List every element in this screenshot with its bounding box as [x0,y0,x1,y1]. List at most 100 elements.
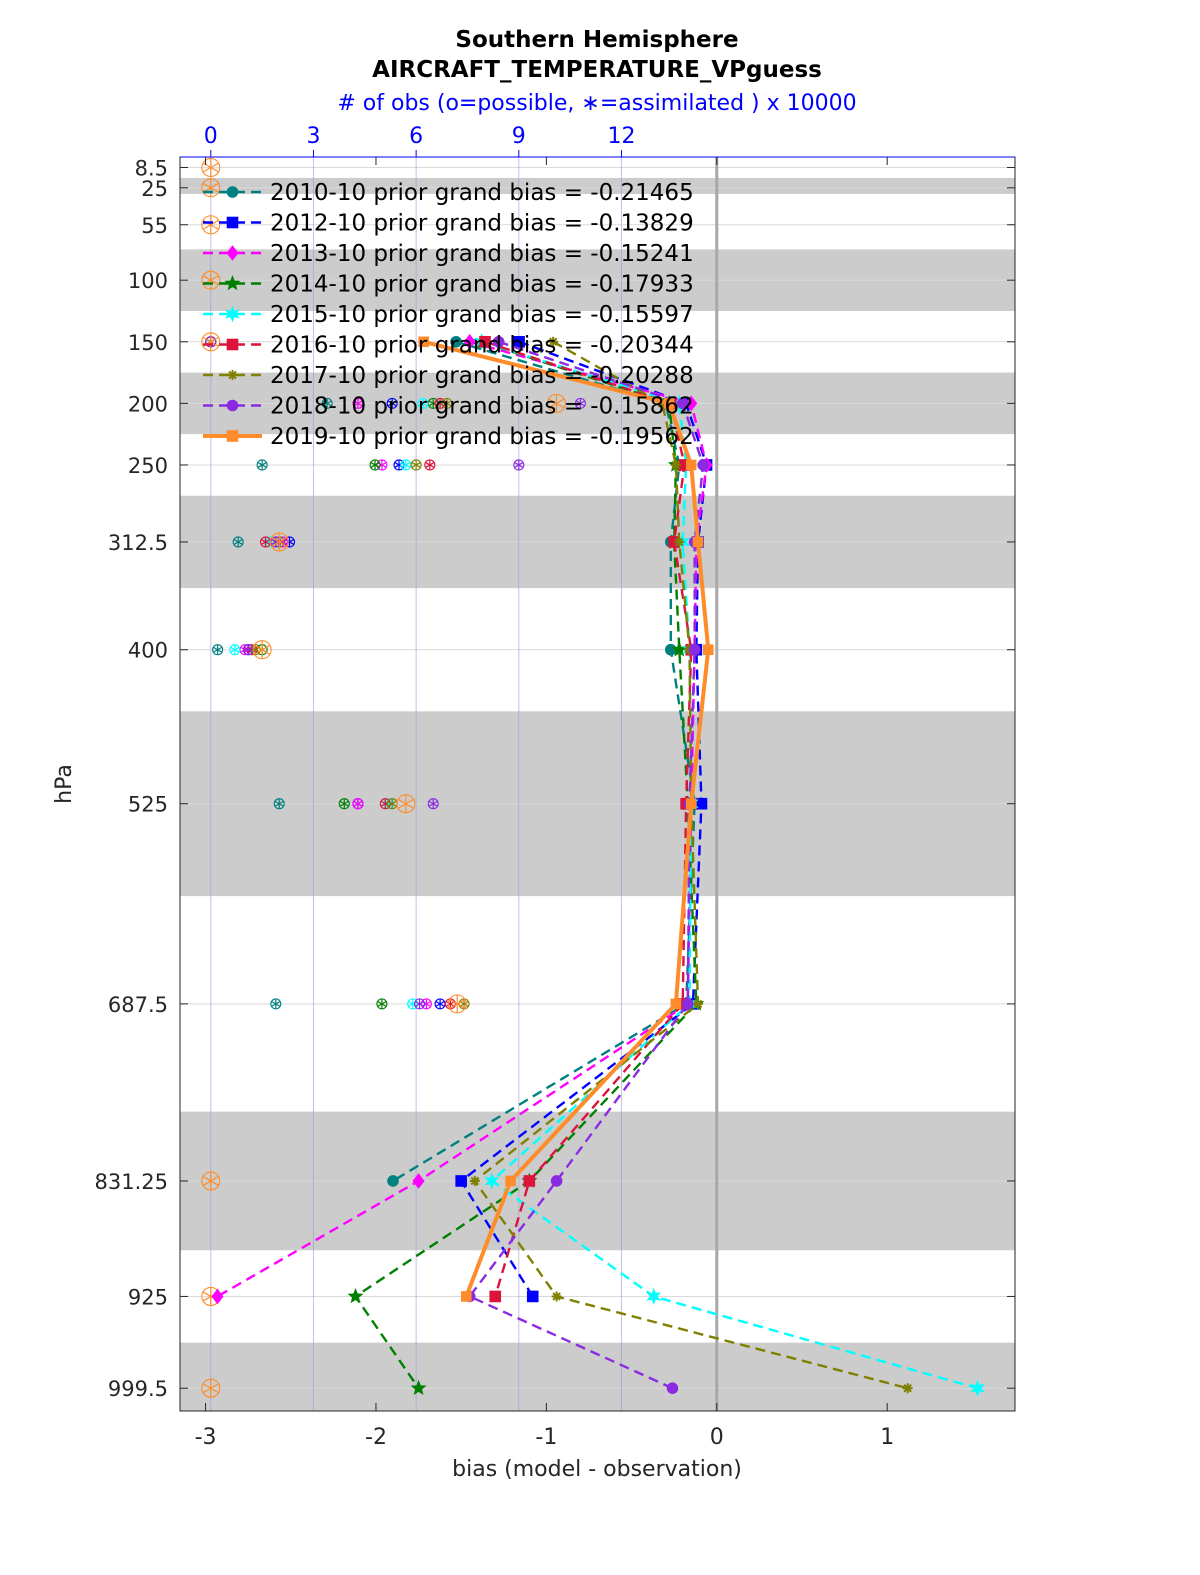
data-point [492,335,505,348]
obs-assimilated-mark [353,400,363,407]
legend-entry: 2012-10 prior grand bias = -0.13829 [270,211,694,237]
y-tick-label: 925 [128,1285,168,1309]
data-point [387,1175,399,1187]
data-point [226,186,239,198]
obs-assimilated-mark [202,336,219,347]
data-point [226,430,239,442]
data-point [410,1379,427,1396]
data-point [670,998,682,1010]
obs-assimilated-mark [575,400,586,407]
data-point [671,641,688,657]
data-point [664,643,677,656]
legend: 2010-10 prior grand bias = -0.21465 2012-… [203,180,694,450]
obs-assimilated-mark [425,461,435,468]
data-point [479,335,491,348]
obs-assimilated-mark [397,798,414,809]
data-point [489,1290,502,1303]
data-point [347,1288,364,1304]
y-tick-label: 400 [128,639,168,663]
data-point [228,370,237,380]
top-tick-label: 12 [607,124,635,149]
obs-assimilated-mark [370,461,380,468]
legend-entry: 2013-10 prior grand bias = -0.15241 [270,241,694,267]
legend-entry: 2019-10 prior grand bias = -0.19562 [270,424,694,450]
top-tick-label: 6 [409,124,423,149]
obs-assimilated-mark [202,1383,219,1394]
top-axis-label: # of obs (o=possible, ∗=assimilated ) x … [337,91,856,116]
x-tick-label: 1 [880,1425,894,1450]
data-point [692,536,704,548]
obs-assimilated-mark [411,461,421,468]
data-point [455,1175,467,1187]
data-point [970,1379,985,1397]
data-point [225,305,240,323]
obs-assimilated-mark [213,646,223,653]
legend-entry: 2017-10 prior grand bias = -0.20288 [270,363,694,389]
data-point [418,336,429,348]
top-tick-label: 3 [306,124,320,149]
data-point [675,537,684,547]
y-tick-label: 999.5 [108,1377,168,1401]
data-point [682,998,694,1010]
data-point [646,1287,662,1306]
obs-assimilated-mark [428,800,438,807]
obs-assimilated-mark [271,1000,281,1007]
obs-assimilated-mark [435,1000,445,1007]
data-point [697,459,709,471]
x-axis-label: bias (model - observation) [452,1457,742,1482]
obs-assimilated-mark [339,800,349,807]
y-tick-label: 312.5 [108,531,168,555]
obs-assimilated-mark [274,800,284,807]
data-point [552,1292,561,1301]
data-point [470,1176,480,1186]
y-tick-label: 55 [141,214,168,238]
obs-assimilated-mark [449,998,466,1009]
obs-assimilated-mark [202,182,219,193]
legend-entry: 2016-10 prior grand bias = -0.20344 [270,333,694,359]
y-tick-label: 200 [128,392,168,416]
obs-assimilated-mark [514,461,524,468]
y-tick-label: 8.5 [135,156,168,180]
data-point [211,1288,224,1305]
obs-assimilated-mark [202,1175,219,1186]
y-tick-label: 525 [128,793,168,817]
data-point [513,335,525,348]
series-line [392,340,696,1182]
data-point [676,397,689,410]
obs-count-series [201,157,566,1398]
obs-assimilated-mark [387,800,397,807]
data-point [666,1382,679,1395]
obs-assimilated-mark [230,646,240,653]
y-tick-label: 100 [128,269,168,293]
shaded-band [180,1342,1015,1411]
plot-area [180,157,1015,1411]
obs-assimilated-mark [442,400,452,407]
x-tick-label: 0 [710,1425,724,1450]
shaded-band [180,177,1015,194]
data-point [702,644,714,656]
obs-assimilated-mark [322,400,332,407]
data-point [224,275,241,291]
data-point [226,399,239,412]
obs-assimilated-mark [418,400,428,407]
y-tick-label: 150 [128,331,168,355]
obs-assimilated-mark [254,644,271,655]
data-point [688,643,701,656]
chart-subtitle: AIRCRAFT_TEMPERATURE_VPguess [372,57,822,83]
data-point [460,1291,472,1302]
data-point [226,338,239,351]
series-line [473,340,908,1390]
y-tick-label: 25 [141,177,168,201]
legend-entry: 2014-10 prior grand bias = -0.17933 [270,272,694,298]
data-point [693,999,703,1009]
data-point [523,1175,536,1187]
data-point [526,1290,539,1303]
data-point [226,216,239,229]
top-tick-label: 9 [512,124,526,149]
obs-count-series [205,336,333,1010]
y-tick-label: 687.5 [108,993,168,1017]
chart-title: Southern Hemisphere [455,27,738,53]
obs-assimilated-mark [233,538,243,545]
legend-entry: 2010-10 prior grand bias = -0.21465 [270,180,694,206]
